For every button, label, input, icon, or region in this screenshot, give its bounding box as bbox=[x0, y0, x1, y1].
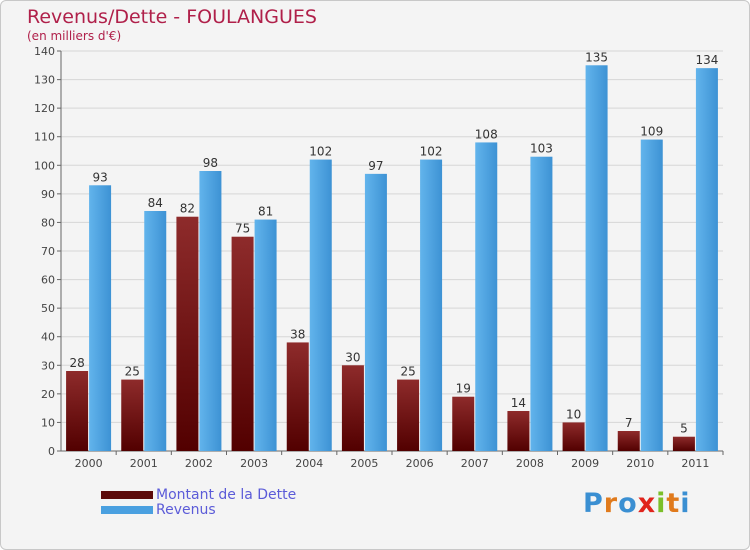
data-label-revenus: 134 bbox=[695, 53, 718, 67]
legend-swatch-revenus bbox=[101, 505, 153, 514]
bar-dette bbox=[286, 342, 309, 451]
legend-label-dette: Montant de la Dette bbox=[156, 486, 297, 503]
x-tick-label: 2005 bbox=[350, 457, 378, 470]
data-label-dette: 28 bbox=[69, 356, 84, 370]
bar-dette bbox=[452, 396, 475, 451]
data-label-revenus: 93 bbox=[92, 170, 107, 184]
data-label-revenus: 81 bbox=[258, 205, 273, 219]
y-tick-label: 110 bbox=[34, 131, 55, 144]
bar-dette bbox=[507, 411, 530, 451]
legend-item-revenus: Revenus bbox=[101, 501, 296, 518]
chart-title: Revenus/Dette - FOULANGUES bbox=[27, 6, 317, 28]
bar-dette bbox=[672, 436, 695, 451]
x-tick-label: 2003 bbox=[240, 457, 268, 470]
bar-dette bbox=[176, 216, 199, 451]
legend: Montant de la Dette Revenus bbox=[101, 486, 297, 518]
data-label-dette: 7 bbox=[625, 416, 633, 430]
bar-revenus bbox=[89, 185, 112, 452]
bar-dette bbox=[397, 379, 420, 451]
x-tick-label: 2001 bbox=[130, 457, 158, 470]
y-tick-label: 140 bbox=[34, 45, 55, 58]
y-tick-label: 20 bbox=[41, 388, 55, 401]
data-label-dette: 25 bbox=[400, 365, 415, 379]
axes: 0 10 20 30 40 50 60 70 80 90 100 110 120 130 140 2000 20… bbox=[34, 45, 724, 470]
bar-revenus bbox=[695, 68, 718, 452]
bar-dette bbox=[66, 371, 89, 451]
y-tick-label: 60 bbox=[41, 274, 55, 287]
data-label-dette: 75 bbox=[235, 222, 250, 236]
legend-swatch-dette bbox=[101, 490, 153, 499]
bar-revenus bbox=[640, 139, 663, 452]
bar-revenus bbox=[144, 211, 167, 451]
x-tick-label: 2002 bbox=[185, 457, 213, 470]
grid-lines bbox=[61, 50, 723, 452]
data-label-dette: 82 bbox=[180, 202, 195, 216]
x-tick-label: 2006 bbox=[406, 457, 434, 470]
y-tick-label: 120 bbox=[34, 102, 55, 115]
y-tick-label: 0 bbox=[48, 445, 55, 458]
bar-revenus bbox=[309, 159, 332, 452]
data-label-dette: 30 bbox=[345, 350, 360, 364]
data-label-dette: 38 bbox=[290, 327, 305, 341]
x-tick-label: 2011 bbox=[681, 457, 709, 470]
data-label-revenus: 98 bbox=[203, 156, 218, 170]
data-label-revenus: 97 bbox=[368, 159, 383, 173]
data-label-dette: 14 bbox=[511, 396, 526, 410]
y-tick-label: 30 bbox=[41, 359, 55, 372]
data-label-dette: 10 bbox=[566, 407, 581, 421]
data-label-revenus: 102 bbox=[309, 145, 332, 159]
y-tick-label: 130 bbox=[34, 74, 55, 87]
x-tick-label: 2004 bbox=[295, 457, 323, 470]
bar-dette bbox=[341, 365, 364, 451]
bar-dette bbox=[121, 379, 144, 451]
proxiti-logo: Proxiti bbox=[583, 488, 691, 519]
data-label-revenus: 108 bbox=[475, 127, 498, 141]
bar-revenus bbox=[530, 156, 553, 451]
bar-revenus bbox=[475, 142, 498, 451]
y-tick-label: 100 bbox=[34, 159, 55, 172]
x-tick-label: 2000 bbox=[75, 457, 103, 470]
legend-label-revenus: Revenus bbox=[156, 501, 216, 518]
bar-revenus bbox=[364, 173, 387, 451]
y-tick-label: 80 bbox=[41, 216, 55, 229]
x-tick-label: 2009 bbox=[571, 457, 599, 470]
bar-revenus bbox=[585, 65, 608, 452]
data-label-revenus: 109 bbox=[640, 125, 663, 139]
bar-revenus bbox=[254, 219, 277, 451]
y-tick-label: 50 bbox=[41, 302, 55, 315]
bar-revenus bbox=[199, 171, 222, 451]
data-label-revenus: 135 bbox=[585, 50, 608, 64]
y-tick-label: 90 bbox=[41, 188, 55, 201]
legend-item-dette: Montant de la Dette bbox=[101, 486, 297, 503]
bar-revenus bbox=[420, 159, 443, 452]
chart-subtitle: (en milliers d'€) bbox=[27, 29, 122, 43]
bar-dette bbox=[562, 422, 585, 451]
bar-dette bbox=[617, 431, 640, 451]
data-label-revenus: 102 bbox=[420, 145, 443, 159]
data-label-revenus: 84 bbox=[148, 196, 163, 210]
data-label-revenus: 103 bbox=[530, 142, 553, 156]
x-tick-label: 2008 bbox=[516, 457, 544, 470]
bars bbox=[66, 65, 718, 452]
y-tick-label: 40 bbox=[41, 331, 55, 344]
data-label-dette: 25 bbox=[125, 365, 140, 379]
bar-dette bbox=[231, 236, 254, 451]
data-label-dette: 5 bbox=[680, 422, 688, 436]
x-tick-label: 2010 bbox=[626, 457, 654, 470]
x-tick-label: 2007 bbox=[461, 457, 489, 470]
y-tick-label: 10 bbox=[41, 416, 55, 429]
y-tick-label: 70 bbox=[41, 245, 55, 258]
data-label-dette: 19 bbox=[456, 382, 471, 396]
